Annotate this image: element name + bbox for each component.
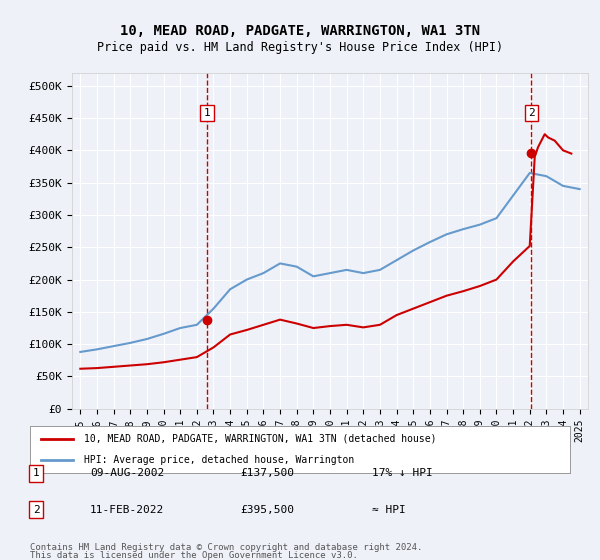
Text: This data is licensed under the Open Government Licence v3.0.: This data is licensed under the Open Gov… xyxy=(30,551,358,560)
Text: 10, MEAD ROAD, PADGATE, WARRINGTON, WA1 3TN (detached house): 10, MEAD ROAD, PADGATE, WARRINGTON, WA1 … xyxy=(84,434,437,444)
Text: HPI: Average price, detached house, Warrington: HPI: Average price, detached house, Warr… xyxy=(84,455,354,465)
Text: 2: 2 xyxy=(528,108,535,118)
Text: 1: 1 xyxy=(32,468,40,478)
Text: 17% ↓ HPI: 17% ↓ HPI xyxy=(372,468,433,478)
Text: 09-AUG-2002: 09-AUG-2002 xyxy=(90,468,164,478)
Text: 10, MEAD ROAD, PADGATE, WARRINGTON, WA1 3TN: 10, MEAD ROAD, PADGATE, WARRINGTON, WA1 … xyxy=(120,24,480,38)
Text: 2: 2 xyxy=(32,505,40,515)
Text: Contains HM Land Registry data © Crown copyright and database right 2024.: Contains HM Land Registry data © Crown c… xyxy=(30,543,422,552)
Text: £395,500: £395,500 xyxy=(240,505,294,515)
Text: £137,500: £137,500 xyxy=(240,468,294,478)
Text: Price paid vs. HM Land Registry's House Price Index (HPI): Price paid vs. HM Land Registry's House … xyxy=(97,41,503,54)
Text: 11-FEB-2022: 11-FEB-2022 xyxy=(90,505,164,515)
Text: 1: 1 xyxy=(203,108,210,118)
Text: ≈ HPI: ≈ HPI xyxy=(372,505,406,515)
